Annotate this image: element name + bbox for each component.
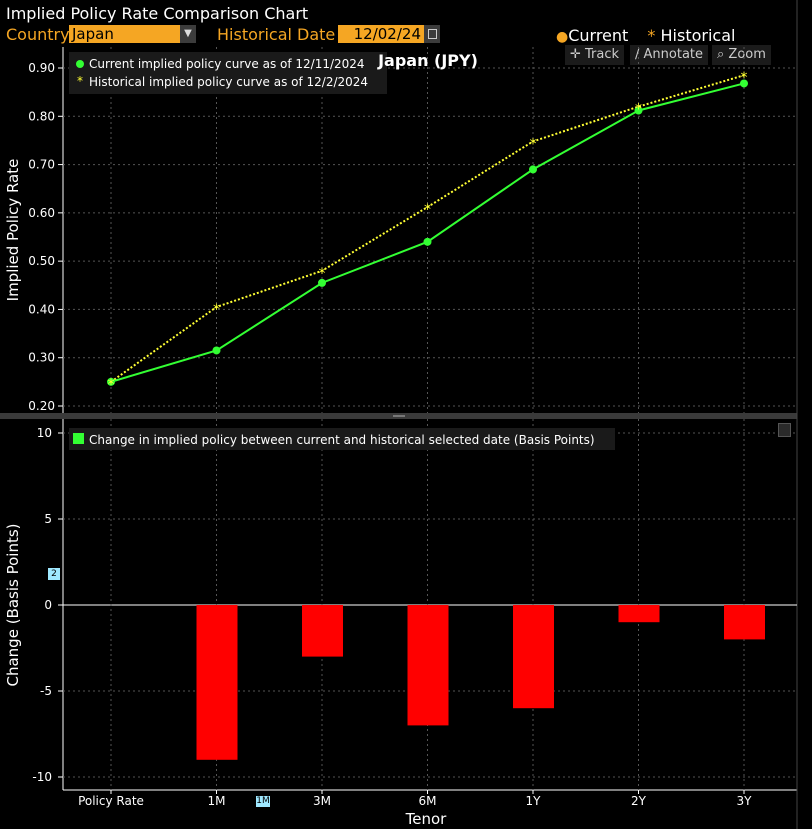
current-point[interactable] bbox=[529, 165, 537, 174]
historical-point[interactable]: * bbox=[424, 202, 431, 218]
x-tick-label: 3M bbox=[313, 794, 331, 808]
current-dot-icon: ● bbox=[556, 29, 569, 45]
axis-value-badge: 2 bbox=[48, 568, 60, 580]
x-tick-label: 1M bbox=[208, 794, 226, 808]
bottom-y-tick-label: -10 bbox=[32, 770, 52, 784]
historical-point[interactable]: * bbox=[530, 136, 537, 152]
current-point[interactable] bbox=[318, 278, 326, 287]
bottom-y-tick-label: -5 bbox=[40, 684, 52, 698]
bottom-y-tick-label: 5 bbox=[44, 512, 52, 526]
top-y-tick-label: 0.30 bbox=[28, 351, 55, 365]
top-y-tick-label: 0.40 bbox=[28, 302, 55, 316]
window-title: Implied Policy Rate Comparison Chart bbox=[6, 4, 309, 23]
historical-point[interactable]: * bbox=[213, 302, 220, 318]
country-label: Country bbox=[6, 25, 70, 44]
historical-curve-line[interactable] bbox=[110, 74, 745, 383]
x-tick-label: 1Y bbox=[526, 794, 542, 808]
current-point[interactable] bbox=[423, 237, 432, 246]
calendar-icon[interactable] bbox=[424, 25, 440, 43]
bottom-chart-legend bbox=[69, 428, 615, 450]
top-y-tick-label: 0.60 bbox=[28, 206, 55, 220]
track-label: Track bbox=[585, 47, 620, 62]
legend-bar-series: Change in implied policy between current… bbox=[89, 433, 595, 447]
x-axis-title: Tenor bbox=[405, 810, 448, 828]
current-point[interactable] bbox=[107, 377, 115, 386]
bar[interactable] bbox=[302, 605, 343, 657]
legend-historical-series: Historical implied policy curve as of 12… bbox=[89, 75, 368, 89]
historical-point[interactable]: * bbox=[319, 266, 326, 282]
bar[interactable] bbox=[407, 605, 449, 726]
legend-bar-marker bbox=[73, 433, 84, 444]
divider-handle[interactable] bbox=[393, 415, 405, 417]
top-y-tick-label: 0.50 bbox=[28, 254, 55, 268]
track-button[interactable]: ✛ Track bbox=[565, 45, 625, 65]
historical-point[interactable]: * bbox=[108, 377, 115, 393]
scroll-control[interactable] bbox=[778, 423, 791, 437]
top-chart-legend bbox=[69, 52, 387, 94]
country-select[interactable]: Japan bbox=[69, 25, 180, 43]
legend-current-series: Current implied policy curve as of 12/11… bbox=[89, 57, 365, 71]
bar[interactable] bbox=[513, 605, 554, 709]
bar[interactable] bbox=[196, 605, 238, 760]
zoom-label: Zoom bbox=[728, 47, 766, 62]
pencil-icon: ∕ bbox=[635, 47, 644, 62]
top-legend: ●Current * Historical bbox=[556, 26, 735, 45]
top-y-tick-label: 0.80 bbox=[28, 109, 55, 123]
historical-point[interactable]: * bbox=[741, 70, 748, 86]
top-y-tick-label: 0.90 bbox=[28, 61, 55, 75]
legend-historical-label: Historical bbox=[660, 26, 736, 45]
historical-point[interactable]: * bbox=[635, 102, 642, 118]
top-y-tick-label: 0.20 bbox=[28, 399, 55, 413]
x-tick-label: 6M bbox=[419, 794, 437, 808]
x-axis-cursor-badge: 1M bbox=[256, 796, 270, 807]
crosshair-icon: ✛ bbox=[570, 47, 586, 62]
annotate-label: Annotate bbox=[643, 47, 703, 62]
bottom-y-tick-label: 0 bbox=[44, 598, 52, 612]
bar[interactable] bbox=[618, 605, 660, 623]
zoom-button[interactable]: ⌕ Zoom bbox=[712, 45, 771, 65]
bottom-y-axis-title: Change (Basis Points) bbox=[4, 523, 22, 686]
legend-current-marker bbox=[76, 60, 84, 68]
legend-current-label: Current bbox=[568, 26, 629, 45]
chart-title: Japan (JPY) bbox=[377, 51, 478, 70]
bottom-y-tick-label: 10 bbox=[37, 426, 52, 440]
current-point[interactable] bbox=[740, 79, 748, 88]
x-tick-label: 2Y bbox=[631, 794, 647, 808]
current-point[interactable] bbox=[212, 346, 221, 355]
historical-date-field[interactable]: 12/02/24 bbox=[338, 25, 424, 43]
top-y-tick-label: 0.70 bbox=[28, 158, 55, 172]
current-point[interactable] bbox=[634, 106, 643, 115]
historical-date-label: Historical Date bbox=[217, 25, 336, 44]
x-tick-label: 3Y bbox=[737, 794, 753, 808]
x-tick-label: Policy Rate bbox=[78, 794, 144, 808]
magnifier-icon: ⌕ bbox=[717, 47, 729, 62]
chevron-down-icon[interactable]: ▼ bbox=[180, 25, 196, 43]
bar[interactable] bbox=[724, 605, 765, 640]
annotate-button[interactable]: ∕ Annotate bbox=[630, 45, 708, 65]
legend-historical-marker: * bbox=[77, 74, 83, 88]
historical-star-icon: * bbox=[647, 26, 656, 45]
top-y-axis-title: Implied Policy Rate bbox=[4, 159, 22, 302]
